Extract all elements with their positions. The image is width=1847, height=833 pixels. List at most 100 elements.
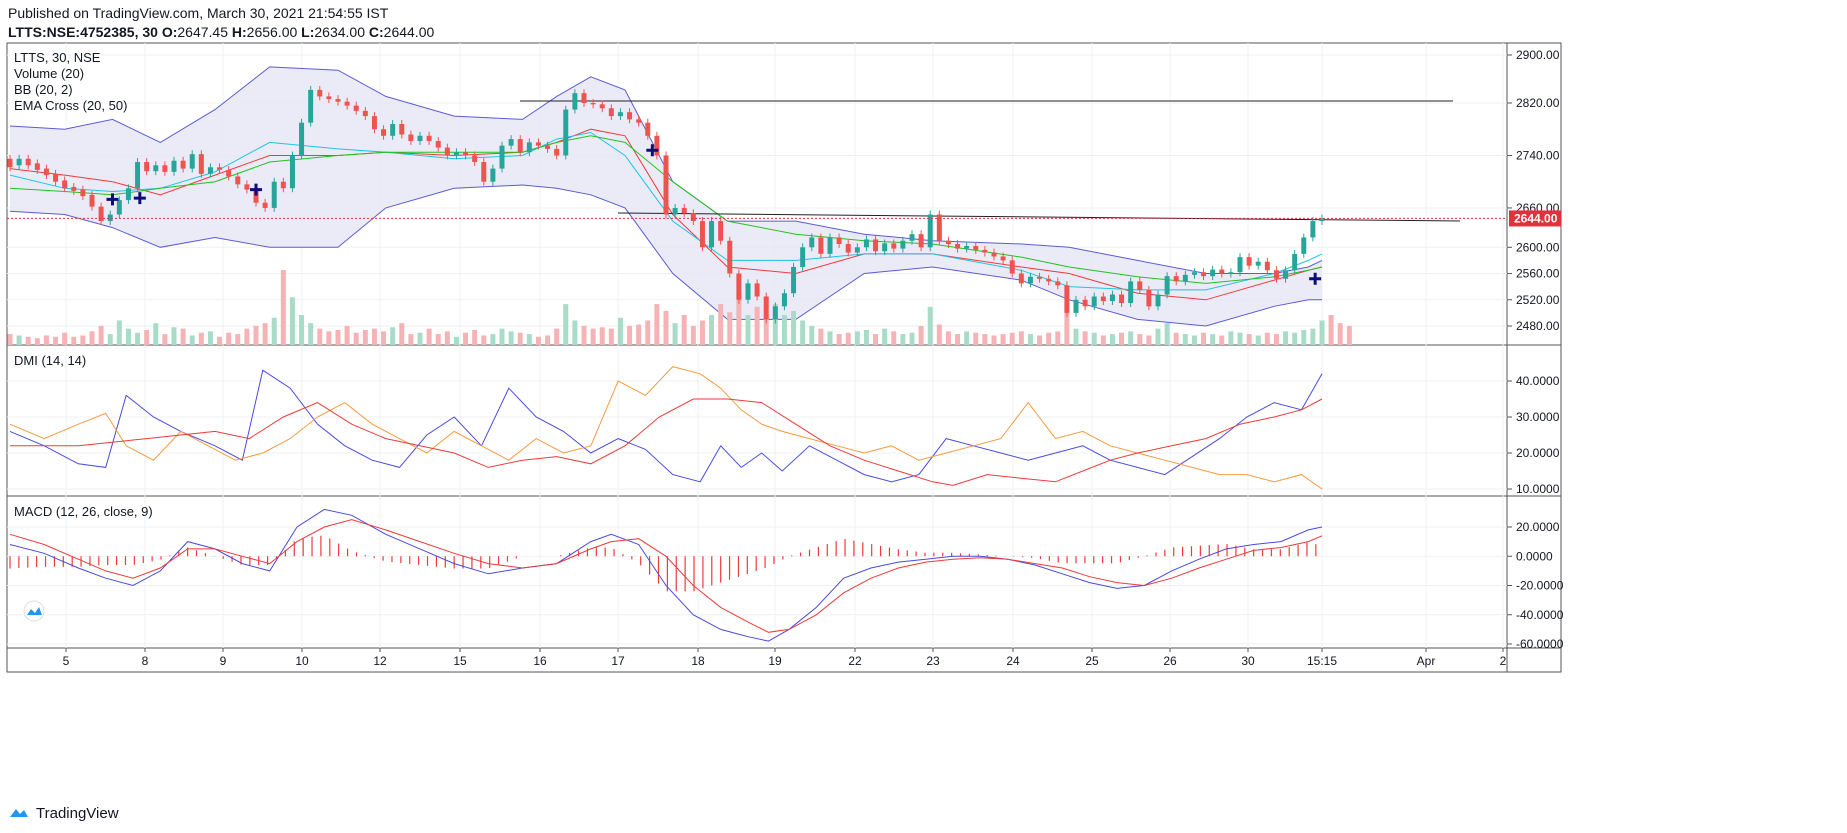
volume-bar bbox=[16, 335, 22, 345]
volume-bar bbox=[727, 312, 733, 345]
volume-bar bbox=[818, 328, 824, 345]
candle-body bbox=[663, 155, 669, 215]
candle-body bbox=[1037, 276, 1043, 279]
volume-bar bbox=[89, 331, 95, 345]
volume-bar bbox=[1328, 315, 1334, 345]
volume-bar bbox=[1337, 323, 1343, 345]
ema-cross-marker bbox=[250, 183, 262, 196]
volume-bar bbox=[900, 334, 906, 345]
volume-bar bbox=[453, 336, 459, 345]
time-tick-label: 25 bbox=[1085, 654, 1099, 668]
candle-body bbox=[408, 134, 414, 142]
candle-body bbox=[481, 162, 487, 182]
indicator-legend: Volume (20) bbox=[14, 66, 84, 81]
time-tick-label: 18 bbox=[691, 654, 705, 668]
candle-body bbox=[909, 234, 915, 241]
candle-body bbox=[253, 189, 259, 203]
bb-lower-line bbox=[9, 184, 1322, 327]
volume-bar bbox=[517, 332, 523, 345]
candle-body bbox=[43, 168, 49, 176]
volume-bar bbox=[699, 320, 705, 345]
volume-bar bbox=[189, 335, 195, 345]
candle-body bbox=[499, 145, 505, 169]
volume-bar bbox=[1283, 331, 1289, 345]
chart-frame bbox=[6, 42, 1562, 673]
volume-bar bbox=[845, 332, 851, 345]
candle-body bbox=[854, 247, 860, 253]
signal-line bbox=[9, 519, 1323, 633]
candle-body bbox=[317, 89, 323, 97]
volume-bar bbox=[791, 310, 797, 345]
volume-bar bbox=[235, 334, 241, 345]
candle-body bbox=[1055, 281, 1061, 286]
candle-body bbox=[62, 180, 68, 189]
volume-bar bbox=[554, 328, 560, 345]
volume-bar bbox=[317, 328, 323, 345]
chart-area[interactable]: 2900.002820.002740.002660.002600.002560.… bbox=[0, 0, 1847, 800]
candle-body bbox=[189, 154, 195, 169]
candle-body bbox=[845, 244, 851, 253]
candle-body bbox=[98, 206, 104, 222]
volume-bar bbox=[945, 331, 951, 345]
volume-bar bbox=[617, 317, 623, 345]
candle-body bbox=[672, 207, 678, 215]
candle-body bbox=[526, 142, 532, 153]
candle-body bbox=[1100, 296, 1106, 302]
candle-body bbox=[1073, 299, 1079, 313]
candle-body bbox=[1301, 237, 1307, 254]
volume-bar bbox=[1109, 334, 1115, 345]
volume-bar bbox=[581, 325, 587, 345]
volume-bar bbox=[1301, 330, 1307, 345]
volume-bar bbox=[1228, 331, 1234, 345]
volume-bar bbox=[198, 332, 204, 345]
symbol-label: LTTS:NSE:4752385, 30 bbox=[8, 24, 158, 40]
candle-body bbox=[153, 165, 159, 172]
volume-bar bbox=[1237, 332, 1243, 345]
volume-bar bbox=[563, 304, 569, 345]
volume-bar bbox=[590, 328, 596, 345]
volume-bar bbox=[1119, 332, 1125, 345]
time-tick-label: 12 bbox=[373, 654, 387, 668]
volume-bar bbox=[572, 320, 578, 345]
indicator-legend: BB (20, 2) bbox=[14, 82, 73, 97]
volume-bar bbox=[1173, 332, 1179, 345]
indicator-legend: EMA Cross (20, 50) bbox=[14, 98, 127, 113]
volume-bar bbox=[1009, 332, 1015, 345]
volume-bar bbox=[1018, 331, 1024, 345]
price-tick-label: 2480.00 bbox=[1516, 319, 1560, 333]
candle-body bbox=[125, 188, 131, 201]
candle-body bbox=[271, 181, 277, 208]
candle-body bbox=[763, 296, 769, 320]
volume-bar bbox=[955, 334, 961, 345]
candle-body bbox=[353, 105, 359, 111]
adx-line bbox=[10, 398, 1323, 486]
volume-bar bbox=[1246, 334, 1252, 345]
candle-body bbox=[371, 116, 377, 130]
volume-bar bbox=[390, 327, 396, 345]
candle-body bbox=[1064, 285, 1070, 313]
candle-body bbox=[362, 110, 368, 117]
close-label: C: bbox=[368, 24, 384, 40]
di-minus-line bbox=[9, 366, 1323, 490]
candle-body bbox=[463, 152, 469, 156]
candle-body bbox=[326, 96, 332, 100]
candle-body bbox=[736, 273, 742, 300]
candle-body bbox=[7, 158, 13, 168]
time-tick-label: 16 bbox=[533, 654, 547, 668]
volume-bar bbox=[608, 328, 614, 345]
volume-bar bbox=[1046, 332, 1052, 345]
footer-brand: TradingView bbox=[36, 804, 119, 822]
time-tick-label: 26 bbox=[1163, 654, 1177, 668]
candle-body bbox=[444, 147, 450, 156]
dmi-tick-label: 40.0000 bbox=[1516, 374, 1560, 388]
ema-cross-marker bbox=[106, 193, 119, 206]
indicator-legend: LTTS, 30, NSE bbox=[14, 50, 101, 65]
candle-body bbox=[554, 148, 560, 156]
volume-bar bbox=[1219, 335, 1225, 345]
dmi-tick-label: 30.0000 bbox=[1516, 410, 1560, 424]
candle-body bbox=[1000, 256, 1006, 261]
volume-bar bbox=[490, 334, 496, 345]
bb-upper-line bbox=[9, 66, 1323, 274]
volume-bar bbox=[144, 330, 150, 345]
volume-bar bbox=[1000, 334, 1006, 345]
